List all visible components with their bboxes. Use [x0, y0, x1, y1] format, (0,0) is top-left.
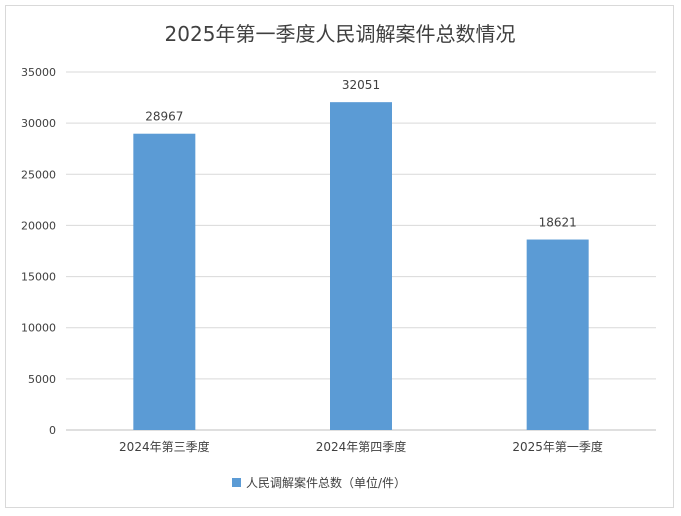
- category-label: 2024年第三季度: [119, 439, 210, 454]
- y-tick-label: 20000: [21, 219, 56, 232]
- chart-title: 2025年第一季度人民调解案件总数情况: [165, 22, 516, 46]
- x-axis-categories: 2024年第三季度 2024年第四季度 2025年第一季度: [119, 439, 603, 454]
- legend-swatch: [232, 478, 241, 487]
- data-label: 32051: [342, 78, 380, 92]
- y-tick-label: 0: [49, 424, 56, 437]
- bars: [133, 102, 589, 430]
- data-label: 18621: [539, 216, 577, 230]
- bar: [330, 102, 392, 430]
- y-tick-label: 25000: [21, 168, 56, 181]
- data-label: 28967: [145, 110, 183, 124]
- y-tick-label: 30000: [21, 117, 56, 130]
- category-label: 2024年第四季度: [316, 439, 407, 454]
- data-labels: 28967 32051 18621: [145, 78, 577, 229]
- bar: [133, 133, 196, 430]
- y-tick-label: 10000: [21, 322, 56, 335]
- legend-label: 人民调解案件总数（单位/件）: [246, 475, 406, 490]
- y-axis-ticks: 0 5000 10000 15000 20000 25000 30000 35000: [21, 66, 56, 437]
- y-tick-label: 15000: [21, 271, 56, 284]
- category-label: 2025年第一季度: [512, 439, 603, 454]
- bar: [526, 239, 589, 430]
- y-tick-label: 35000: [21, 66, 56, 79]
- legend: 人民调解案件总数（单位/件）: [232, 475, 406, 490]
- y-tick-label: 5000: [28, 373, 56, 386]
